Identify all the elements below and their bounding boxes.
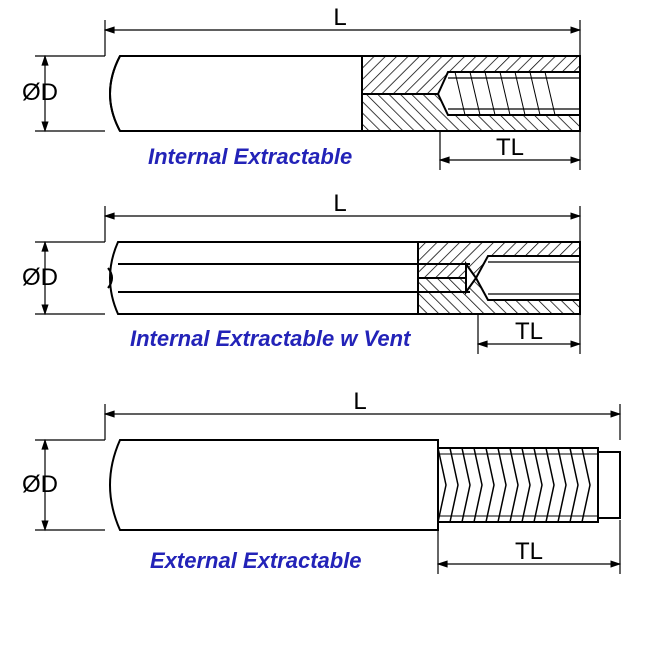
dim-label-L-3: L [353,388,366,415]
diagram-internal-extractable-vent: L ØD TL Internal Extractable w Vent [22,190,580,354]
caption-3: External Extractable [150,548,362,573]
dim-label-TL-3: TL [515,538,543,565]
dim-label-TL: TL [496,134,524,161]
dim-label-TL-2: TL [515,318,543,345]
diagram-internal-extractable: L ØD TL Internal Extractable [22,4,580,170]
caption-1: Internal Extractable [148,144,352,169]
caption-2: Internal Extractable w Vent [130,326,412,351]
dim-label-L-2: L [333,190,346,217]
technical-drawing: L ØD TL Internal Extractable L [0,0,670,670]
diagram-container: L ØD TL Internal Extractable L [0,0,670,670]
dim-label-L: L [333,4,346,31]
dim-label-D-3: ØD [22,471,58,498]
diagram-external-extractable: L ØD TL External Extractable [22,388,620,574]
dim-label-D: ØD [22,79,58,106]
dim-label-D-2: ØD [22,264,58,291]
